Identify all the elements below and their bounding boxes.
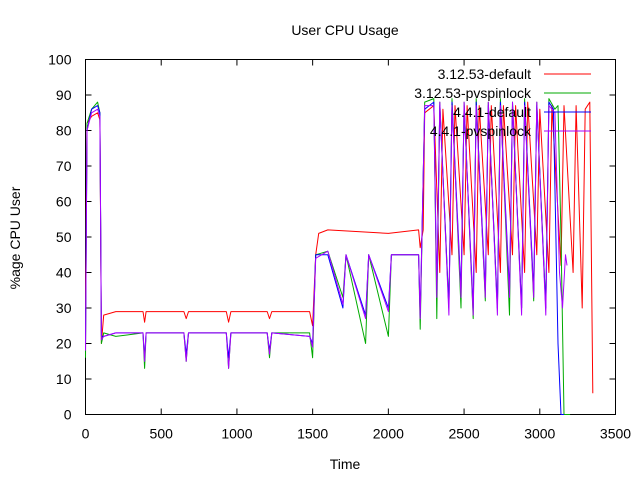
legend: 3.12.53-default 3.12.53-pvspinlock 4.4.1-d… <box>414 66 591 139</box>
y-tick-label: 10 <box>56 371 72 387</box>
y-tick-label: 50 <box>56 229 72 245</box>
y-tick-label: 30 <box>56 300 72 316</box>
series-line-4.4.1-pvspinlock <box>85 101 568 369</box>
legend-label: 3.12.53-default <box>438 66 532 82</box>
x-tick-label: 1500 <box>297 426 328 442</box>
y-axis: 0 10 20 30 40 50 60 70 80 90 100 <box>48 52 616 423</box>
y-axis-label: %age CPU User <box>7 186 23 289</box>
x-tick-label: 0 <box>82 426 90 442</box>
legend-label: 4.4.1-pvspinlock <box>430 123 532 139</box>
x-tick-label: 2500 <box>448 426 479 442</box>
series-line-4.4.1-default <box>85 101 564 415</box>
series-line-3.12.53-default <box>85 101 594 394</box>
y-tick-label: 100 <box>48 52 72 68</box>
series-layer <box>85 98 594 415</box>
x-tick-label: 1000 <box>221 426 252 442</box>
y-tick-label: 20 <box>56 336 72 352</box>
y-tick-label: 90 <box>56 87 72 103</box>
legend-label: 4.4.1-default <box>453 104 531 120</box>
chart-title: User CPU Usage <box>291 22 399 38</box>
x-axis: 0 500 1000 1500 2000 2500 3000 3500 <box>82 59 631 442</box>
y-tick-label: 0 <box>64 407 72 423</box>
x-tick-label: 3500 <box>600 426 631 442</box>
x-axis-label: Time <box>330 456 361 472</box>
y-tick-label: 70 <box>56 158 72 174</box>
y-tick-label: 60 <box>56 194 72 210</box>
x-tick-label: 3000 <box>524 426 555 442</box>
legend-label: 3.12.53-pvspinlock <box>414 85 532 101</box>
y-tick-label: 80 <box>56 123 72 139</box>
x-tick-label: 500 <box>150 426 174 442</box>
y-tick-label: 40 <box>56 265 72 281</box>
x-tick-label: 2000 <box>373 426 404 442</box>
